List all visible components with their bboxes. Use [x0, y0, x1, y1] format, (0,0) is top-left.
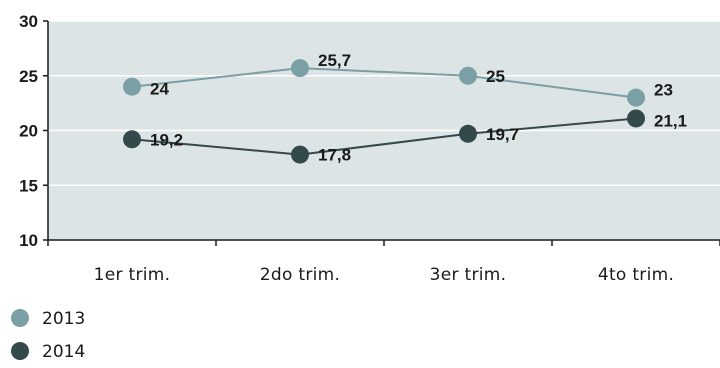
y-tick-label: 10	[19, 231, 38, 250]
x-tick-label: 4to trim.	[598, 265, 674, 285]
y-tick-label: 15	[19, 176, 38, 195]
data-point-2013	[291, 59, 309, 78]
data-point-2014	[123, 130, 141, 149]
data-label-2013: 23	[654, 81, 673, 100]
data-point-2013	[123, 77, 141, 96]
y-tick-label: 30	[19, 12, 38, 31]
x-tick-label: 2do trim.	[260, 265, 340, 285]
legend-label-2014: 2014	[42, 342, 85, 362]
x-tick-label: 3er trim.	[430, 265, 507, 285]
data-point-2014	[291, 145, 309, 164]
data-point-2014	[459, 124, 477, 143]
data-label-2014: 21,1	[654, 111, 687, 130]
legend-marker-2014	[11, 342, 29, 360]
data-point-2013	[627, 88, 645, 107]
data-label-2013: 24	[150, 80, 169, 99]
x-tick-label: 1er trim.	[94, 265, 171, 285]
data-label-2013: 25,7	[318, 51, 351, 70]
series-line-2013	[131, 67, 637, 99]
data-point-2013	[459, 66, 477, 85]
data-label-2013: 25	[486, 67, 505, 86]
legend-label-2013: 2013	[42, 309, 85, 329]
data-label-2014: 19,2	[150, 130, 183, 149]
legend-marker-2013	[11, 309, 29, 327]
data-label-2014: 17,8	[318, 146, 351, 165]
series-line-2014	[131, 117, 637, 156]
data-point-2014	[627, 109, 645, 128]
y-tick-label: 25	[19, 67, 38, 86]
data-label-2014: 19,7	[486, 125, 519, 144]
y-tick-label: 20	[19, 122, 38, 141]
